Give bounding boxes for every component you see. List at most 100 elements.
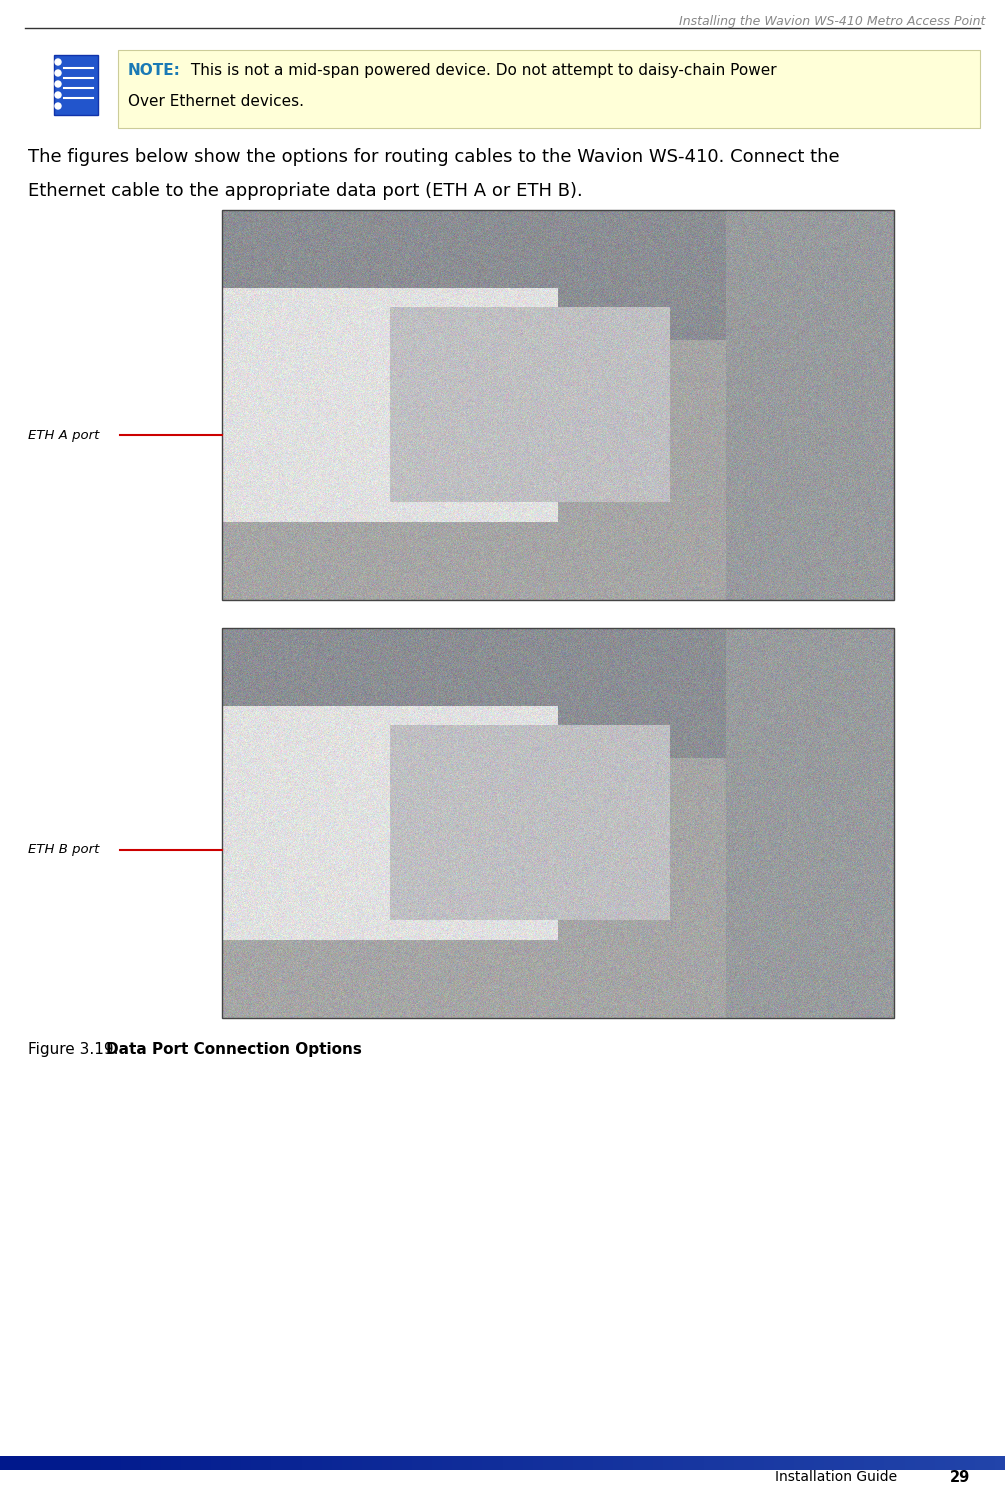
- Bar: [693, 1456, 705, 1471]
- Bar: [221, 1456, 232, 1471]
- Bar: [563, 1456, 574, 1471]
- Circle shape: [55, 80, 61, 86]
- Bar: [151, 1456, 162, 1471]
- Bar: [291, 1456, 303, 1471]
- Text: Data Port Connection Options: Data Port Connection Options: [106, 1042, 362, 1056]
- Bar: [231, 1456, 242, 1471]
- FancyBboxPatch shape: [118, 51, 980, 128]
- Bar: [724, 1456, 735, 1471]
- Bar: [894, 1456, 906, 1471]
- Bar: [683, 1456, 694, 1471]
- Bar: [884, 1456, 895, 1471]
- Bar: [362, 1456, 373, 1471]
- Bar: [171, 1456, 182, 1471]
- Bar: [995, 1456, 1005, 1471]
- Bar: [211, 1456, 222, 1471]
- Bar: [222, 627, 894, 1018]
- Bar: [281, 1456, 292, 1471]
- Bar: [332, 1456, 343, 1471]
- Bar: [513, 1456, 524, 1471]
- Bar: [352, 1456, 363, 1471]
- Bar: [583, 1456, 594, 1471]
- Bar: [904, 1456, 916, 1471]
- Bar: [442, 1456, 453, 1471]
- Bar: [80, 1456, 91, 1471]
- Bar: [271, 1456, 282, 1471]
- Bar: [502, 1456, 514, 1471]
- Circle shape: [55, 60, 61, 66]
- Text: Ethernet cable to the appropriate data port (ETH A or ETH B).: Ethernet cable to the appropriate data p…: [28, 182, 583, 200]
- Text: This is not a mid-span powered device. Do not attempt to daisy-chain Power: This is not a mid-span powered device. D…: [186, 63, 777, 77]
- Text: Over Ethernet devices.: Over Ethernet devices.: [128, 94, 304, 109]
- Bar: [201, 1456, 212, 1471]
- Bar: [161, 1456, 172, 1471]
- Bar: [0, 1456, 11, 1471]
- Bar: [322, 1456, 333, 1471]
- Bar: [372, 1456, 383, 1471]
- Bar: [523, 1456, 534, 1471]
- Bar: [925, 1456, 936, 1471]
- Bar: [945, 1456, 956, 1471]
- Bar: [704, 1456, 715, 1471]
- Text: The figures below show the options for routing cables to the Wavion WS-410. Conn: The figures below show the options for r…: [28, 148, 839, 165]
- Bar: [191, 1456, 202, 1471]
- Bar: [90, 1456, 102, 1471]
- Bar: [874, 1456, 885, 1471]
- Text: 29: 29: [950, 1469, 970, 1484]
- Circle shape: [55, 103, 61, 109]
- Bar: [412, 1456, 423, 1471]
- Bar: [111, 1456, 122, 1471]
- Bar: [462, 1456, 473, 1471]
- Bar: [533, 1456, 544, 1471]
- Bar: [472, 1456, 483, 1471]
- Bar: [794, 1456, 805, 1471]
- Bar: [915, 1456, 926, 1471]
- Text: ETH B port: ETH B port: [28, 843, 99, 857]
- Bar: [643, 1456, 654, 1471]
- Bar: [985, 1456, 996, 1471]
- Bar: [784, 1456, 795, 1471]
- Bar: [573, 1456, 584, 1471]
- Bar: [30, 1456, 41, 1471]
- Bar: [312, 1456, 323, 1471]
- Bar: [121, 1456, 132, 1471]
- Bar: [754, 1456, 765, 1471]
- Bar: [181, 1456, 192, 1471]
- Bar: [744, 1456, 755, 1471]
- Bar: [482, 1456, 493, 1471]
- Bar: [342, 1456, 353, 1471]
- Text: Installation Guide: Installation Guide: [775, 1471, 897, 1484]
- Bar: [402, 1456, 413, 1471]
- Text: NOTE:: NOTE:: [128, 63, 181, 77]
- FancyBboxPatch shape: [54, 55, 98, 115]
- Bar: [241, 1456, 252, 1471]
- Bar: [70, 1456, 81, 1471]
- Text: Figure 3.19.: Figure 3.19.: [28, 1042, 119, 1056]
- Text: Installing the Wavion WS-410 Metro Access Point: Installing the Wavion WS-410 Metro Acces…: [678, 15, 985, 28]
- Bar: [302, 1456, 313, 1471]
- Bar: [40, 1456, 51, 1471]
- Bar: [653, 1456, 664, 1471]
- Bar: [955, 1456, 966, 1471]
- Bar: [623, 1456, 634, 1471]
- Bar: [975, 1456, 986, 1471]
- Bar: [714, 1456, 725, 1471]
- Bar: [844, 1456, 855, 1471]
- Circle shape: [55, 70, 61, 76]
- Bar: [593, 1456, 604, 1471]
- Bar: [774, 1456, 785, 1471]
- Bar: [10, 1456, 21, 1471]
- Bar: [452, 1456, 463, 1471]
- Bar: [553, 1456, 564, 1471]
- Bar: [60, 1456, 71, 1471]
- Bar: [392, 1456, 403, 1471]
- Bar: [935, 1456, 946, 1471]
- Bar: [382, 1456, 393, 1471]
- Bar: [543, 1456, 554, 1471]
- Bar: [734, 1456, 745, 1471]
- Circle shape: [55, 92, 61, 98]
- Bar: [673, 1456, 684, 1471]
- Bar: [100, 1456, 112, 1471]
- Bar: [251, 1456, 262, 1471]
- Bar: [20, 1456, 31, 1471]
